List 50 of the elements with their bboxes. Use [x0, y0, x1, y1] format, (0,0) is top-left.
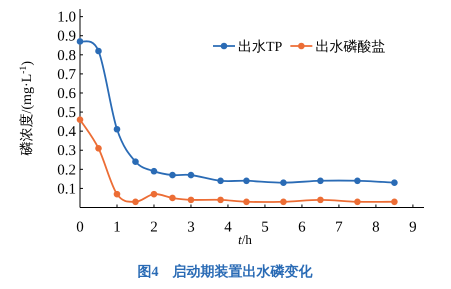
point: [317, 196, 324, 204]
point: [150, 190, 158, 198]
y-tick-label: 0.8: [57, 48, 76, 64]
point: [132, 158, 139, 165]
point: [317, 177, 324, 184]
point: [132, 198, 139, 206]
point: [95, 145, 102, 152]
point: [114, 126, 120, 133]
y-tick-label: 0.7: [57, 66, 76, 83]
x-tick-label: 3: [187, 220, 195, 236]
point: [188, 172, 194, 178]
y-tick-label: 0.5: [57, 105, 76, 122]
y-tick-label: 1.0: [57, 10, 76, 26]
point: [169, 172, 176, 178]
text: 图4 启动期装置出水磷变化: [138, 263, 314, 280]
point: [114, 190, 120, 198]
point: [280, 179, 287, 186]
point: [354, 177, 361, 184]
y-tick-label: 0.3: [57, 143, 76, 160]
y-tick-label: 0.9: [57, 28, 76, 45]
x-tick-label: 5: [261, 220, 269, 236]
x-tick-label: 1: [113, 220, 121, 236]
x-tick-label: 2: [150, 220, 158, 236]
point: [243, 177, 250, 184]
point: [95, 48, 102, 54]
point: [391, 179, 398, 186]
point: [188, 196, 194, 204]
point: [76, 116, 84, 123]
y-tick-label: 0.6: [57, 86, 76, 102]
y-tick-label: 0.1: [57, 181, 76, 198]
x-axis-title: t/h: [238, 232, 252, 247]
x-tick-label: 7: [335, 220, 344, 236]
point: [243, 198, 250, 206]
legend-label: 出水TP: [238, 39, 283, 55]
point: [391, 198, 398, 206]
point: [217, 177, 224, 184]
y-tick-label: 0.2: [57, 162, 76, 178]
x-tick-label: 6: [298, 220, 306, 236]
point: [169, 194, 176, 202]
x-tick-label: 8: [372, 220, 380, 236]
x-tick-label: 4: [224, 220, 232, 236]
x-tick-label: 9: [409, 220, 417, 236]
point: [354, 198, 361, 206]
point: [280, 198, 287, 206]
legend-label: 出水磷酸盐: [315, 39, 386, 55]
x-tick-label: 0: [76, 220, 84, 236]
point: [217, 196, 224, 204]
point: [150, 168, 158, 175]
y-tick-label: 0.4: [57, 124, 76, 140]
point: [76, 38, 84, 45]
